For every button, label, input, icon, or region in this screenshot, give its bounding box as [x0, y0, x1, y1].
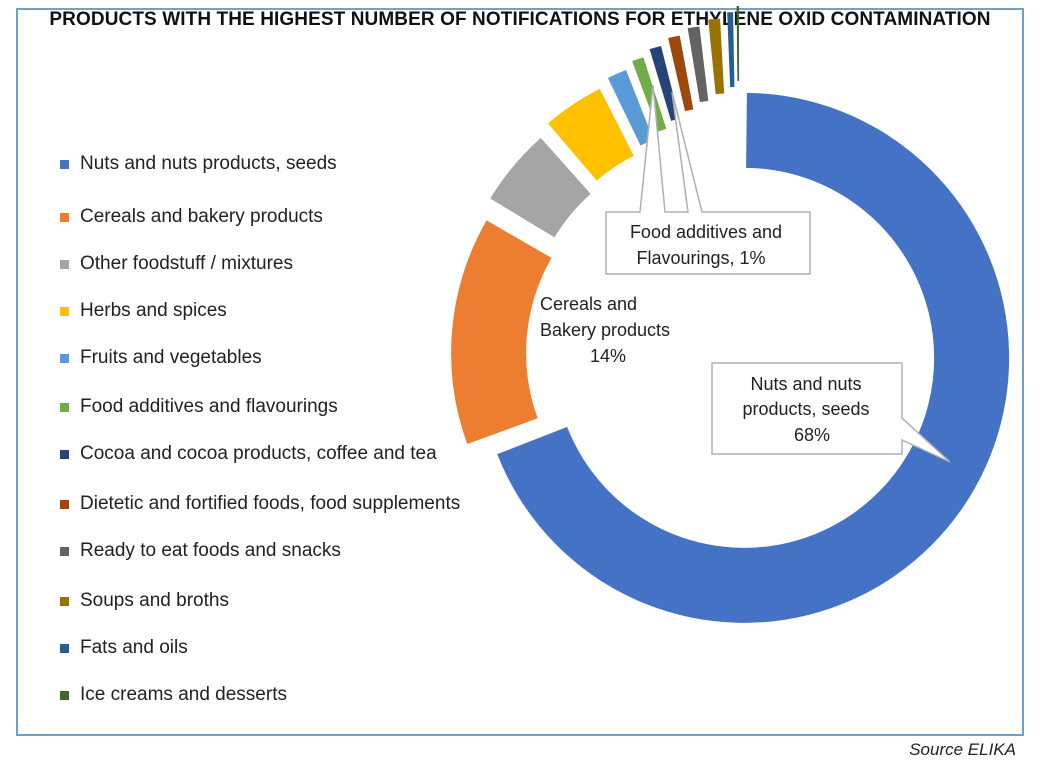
donut-slice: [708, 18, 725, 95]
legend-swatch: [60, 259, 69, 269]
legend-swatch: [60, 353, 69, 363]
legend-item: Dietetic and fortified foods, food suppl…: [60, 492, 460, 516]
legend-item: Ready to eat foods and snacks: [60, 539, 341, 563]
donut-slice: [490, 137, 591, 238]
legend-label: Cereals and bakery products: [80, 206, 323, 227]
data-label-text: Flavourings, 1%: [636, 248, 765, 268]
data-label-text: Cereals and: [540, 294, 637, 314]
legend-item: Herbs and spices: [60, 299, 227, 323]
data-label-text: Food additives and: [630, 222, 782, 242]
donut-slice: [451, 220, 552, 445]
legend-swatch: [60, 212, 69, 222]
legend-label: Soups and broths: [80, 590, 229, 611]
legend-swatch: [60, 159, 69, 169]
legend-swatch: [60, 402, 69, 412]
donut-slice: [649, 45, 680, 121]
legend-label: Dietetic and fortified foods, food suppl…: [80, 493, 461, 514]
legend-item: Soups and broths: [60, 589, 229, 613]
legend-item: Nuts and nuts products, seeds: [60, 152, 337, 176]
legend-label: Fruits and vegetables: [80, 347, 262, 368]
legend-swatch: [60, 306, 69, 316]
donut-slice: [687, 26, 709, 103]
donut-slice: [668, 35, 694, 112]
donut-slice: [736, 6, 740, 82]
legend-label: Ice creams and desserts: [80, 684, 287, 705]
legend-item: Fruits and vegetables: [60, 346, 262, 370]
legend-item: Cereals and bakery products: [60, 205, 323, 229]
legend-swatch: [60, 499, 69, 509]
legend-label: Fats and oils: [80, 637, 188, 658]
legend-label: Food additives and flavourings: [80, 396, 338, 417]
donut-slice: [607, 69, 654, 146]
data-label-text: products, seeds: [742, 399, 869, 419]
legend-swatch: [60, 596, 69, 606]
donut-slice: [727, 12, 735, 88]
donut-slices: [451, 6, 1010, 623]
data-label-text: Bakery products: [540, 320, 670, 340]
donut-slice: [548, 88, 634, 181]
callout-box: [605, 84, 811, 275]
legend-label: Cocoa and cocoa products, coffee and tea: [80, 443, 437, 464]
legend-item: Other foodstuff / mixtures: [60, 252, 293, 276]
legend-label: Other foodstuff / mixtures: [80, 253, 293, 274]
donut-slice: [497, 92, 1010, 623]
legend-label: Ready to eat foods and snacks: [80, 540, 341, 561]
legend-item: Cocoa and cocoa products, coffee and tea: [60, 442, 437, 466]
donut-slice: [632, 57, 667, 132]
source-credit: Source ELIKA: [909, 740, 1016, 759]
callout-box: [711, 362, 951, 463]
legend-item: Fats and oils: [60, 636, 188, 660]
callouts: Food additives and Flavourings, 1% Cereals…: [540, 84, 951, 463]
chart-title: PRODUCTS WITH THE HIGHEST NUMBER OF NOTI…: [49, 9, 991, 30]
data-label-text: Nuts and nuts: [750, 374, 861, 394]
legend-label: Nuts and nuts products, seeds: [80, 153, 337, 174]
legend-item: Food additives and flavourings: [60, 395, 338, 419]
legend-swatch: [60, 449, 69, 459]
data-label-text: 14%: [590, 346, 626, 366]
legend-item: Ice creams and desserts: [60, 683, 287, 707]
legend-label: Herbs and spices: [80, 300, 227, 321]
data-label-text: 68%: [794, 425, 830, 445]
legend-swatch: [60, 690, 69, 700]
legend-swatch: [60, 643, 69, 653]
legend-swatch: [60, 546, 69, 556]
